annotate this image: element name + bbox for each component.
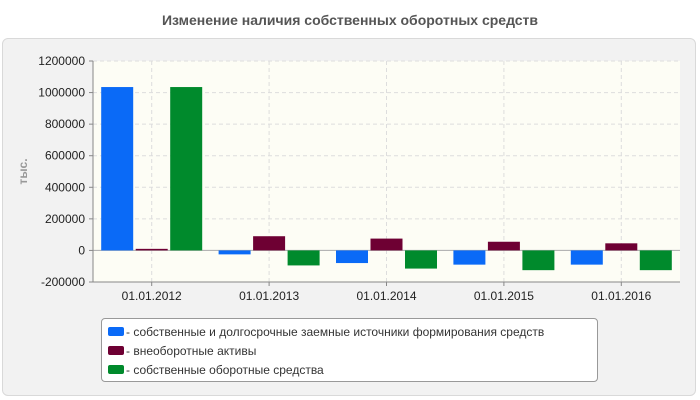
x-tick-label: 01.01.2016 [591, 289, 651, 303]
x-tick-label: 01.01.2015 [474, 289, 534, 303]
x-tick-label: 01.01.2012 [122, 289, 182, 303]
bar-series3-4 [522, 250, 555, 271]
y-tick-label: -200000 [41, 275, 85, 289]
y-axis-label: тыс. [16, 158, 30, 184]
bar-series1-1 [101, 87, 134, 251]
bar-series1-2 [218, 250, 251, 255]
bar-series1-4 [453, 250, 486, 265]
legend-label: - внеоборотные активы [126, 343, 257, 358]
bar-series3-5 [639, 250, 672, 271]
bar-series3-1 [170, 87, 203, 251]
bar-series2-2 [253, 236, 286, 251]
y-tick-label: 600000 [45, 149, 85, 163]
x-tick-label: 01.01.2013 [239, 289, 299, 303]
bar-series2-5 [605, 243, 638, 251]
legend-swatch [108, 346, 124, 355]
legend-swatch [108, 327, 124, 336]
y-tick-label: 0 [78, 243, 85, 257]
legend-swatch [108, 365, 124, 374]
bar-series1-3 [336, 250, 368, 264]
legend-item-3: - собственные оборотные средства [108, 360, 591, 379]
bar-series2-3 [370, 238, 403, 251]
y-tick-label: 400000 [45, 180, 85, 194]
legend-item-2: - внеоборотные активы [108, 341, 591, 360]
x-tick-label: 01.01.2014 [356, 289, 416, 303]
legend-label: - собственные и долгосрочные заемные ист… [126, 324, 545, 339]
bar-series2-1 [135, 248, 168, 251]
bar-series3-3 [405, 250, 437, 269]
chart-title: Изменение наличия собственных оборотных … [161, 12, 539, 28]
legend-label: - собственные оборотные средства [126, 362, 324, 377]
chart-legend: - собственные и долгосрочные заемные ист… [101, 318, 598, 382]
y-tick-label: 1200000 [38, 54, 85, 68]
bar-series2-4 [487, 241, 520, 251]
bar-series3-2 [287, 250, 320, 266]
y-tick-label: 800000 [45, 117, 85, 131]
y-tick-label: 200000 [45, 212, 85, 226]
bar-series1-5 [570, 250, 603, 265]
y-tick-label: 1000000 [38, 86, 85, 100]
legend-item-1: - собственные и долгосрочные заемные ист… [108, 322, 591, 341]
